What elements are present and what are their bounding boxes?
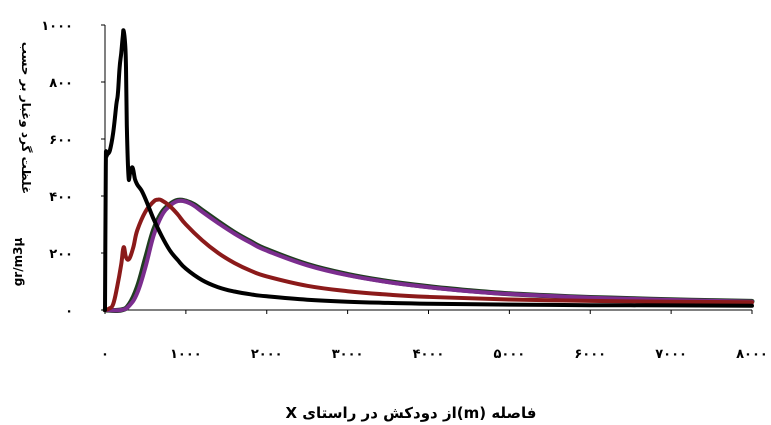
y-tick-label: ۰ [65, 304, 73, 319]
x-tick-label: ۶۰۰۰ [574, 347, 606, 362]
y-axis-label-line2: gr/m3µ [11, 238, 25, 287]
y-tick-label: ۸۰۰ [49, 76, 73, 91]
x-tick-label: ۱۰۰۰ [170, 347, 202, 362]
x-tick-label: ۰ [101, 347, 109, 362]
y-tick-label: ۶۰۰ [49, 133, 73, 148]
axes [101, 24, 753, 314]
series-group [102, 28, 755, 313]
x-tick-label: ۵۰۰۰ [494, 347, 526, 362]
x-tick-label: ۲۰۰۰ [251, 347, 283, 362]
y-tick-label: ۲۰۰ [49, 247, 73, 262]
y-tick-label: ۱۰۰۰ [41, 19, 73, 34]
y-axis-label-line1: غلظت گرد وغبار بر حسب [18, 42, 33, 194]
x-tick-label: ۴۰۰۰ [413, 347, 445, 362]
y-tick-label: ۴۰۰ [49, 190, 73, 205]
series-line-1 [102, 197, 755, 313]
series-line-3 [103, 197, 754, 312]
x-axis-label: فاصله (m)از دودکش در راستای X [286, 404, 537, 422]
x-tick-label: ۸۰۰۰ [736, 347, 768, 362]
x-tick-label: ۳۰۰۰ [332, 347, 364, 362]
x-tick-label: ۷۰۰۰ [655, 347, 687, 362]
series-line-2 [103, 198, 754, 313]
series-line-4 [103, 28, 754, 312]
tick-labels: ۰ ۱۰۰۰ ۲۰۰۰ ۳۰۰۰ ۴۰۰۰ ۵۰۰۰ ۶۰۰۰ ۷۰۰۰ ۸۰۰۰ ۰ ۲۰۰ ۴۰۰… [41, 19, 768, 362]
